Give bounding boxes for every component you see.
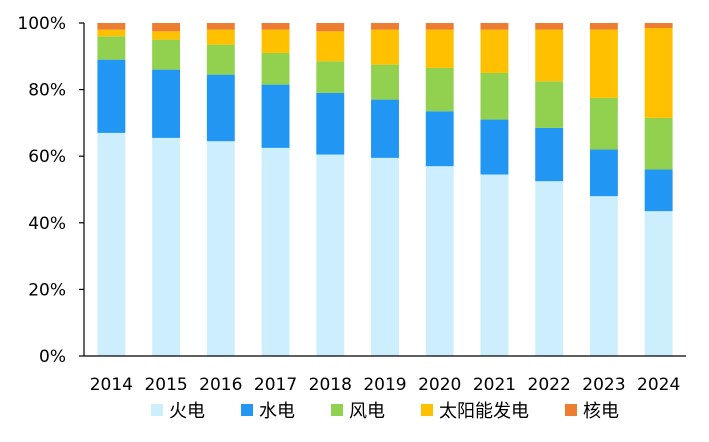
bar-segment-2021-series-1 bbox=[480, 119, 509, 175]
bar-segment-2018-series-0 bbox=[316, 154, 345, 356]
bar-segment-2020-series-4 bbox=[425, 23, 454, 30]
bar-segment-2022-series-3 bbox=[535, 29, 564, 82]
bar-segment-2017-series-0 bbox=[261, 147, 290, 357]
bar-segment-2020-series-1 bbox=[425, 111, 454, 167]
bar-segment-2018-series-4 bbox=[316, 23, 345, 32]
bar-segment-2014-series-2 bbox=[97, 36, 126, 60]
y-tick-label: 0% bbox=[39, 347, 66, 367]
bar-segment-2024-series-0 bbox=[644, 211, 673, 356]
bar-segment-2015-series-0 bbox=[152, 137, 181, 356]
bar-segment-2021-series-4 bbox=[480, 23, 509, 30]
legend-swatch bbox=[565, 404, 577, 416]
x-tick-label: 2021 bbox=[473, 375, 516, 395]
bar-segment-2024-series-1 bbox=[644, 169, 673, 212]
legend: 火电 水电 风电 太阳能发电 核电 bbox=[151, 401, 619, 422]
bar-segment-2016-series-2 bbox=[206, 44, 235, 75]
legend-label: 核电 bbox=[583, 401, 619, 422]
x-tick-label: 2014 bbox=[90, 375, 133, 395]
bar-segment-2019-series-1 bbox=[371, 99, 399, 158]
bar-segment-2015-series-4 bbox=[152, 23, 181, 32]
bar-segment-2024-series-3 bbox=[644, 28, 673, 118]
bar-segment-2019-series-0 bbox=[371, 157, 399, 356]
legend-swatch bbox=[331, 404, 343, 416]
bar-segment-2018-series-1 bbox=[316, 92, 345, 155]
bar-segment-2016-series-4 bbox=[206, 23, 235, 30]
y-tick-label: 60% bbox=[28, 147, 66, 167]
bar-segment-2015-series-1 bbox=[152, 69, 181, 138]
bar-segment-2022-series-4 bbox=[535, 23, 564, 30]
bar-segment-2018-series-2 bbox=[316, 61, 345, 93]
bar-segment-2017-series-3 bbox=[261, 29, 290, 53]
bar-segment-2014-series-3 bbox=[97, 29, 126, 37]
bar-segment-2018-series-3 bbox=[316, 31, 345, 62]
bar-segment-2019-series-2 bbox=[371, 64, 399, 100]
bar-segment-2023-series-0 bbox=[589, 196, 618, 356]
x-tick-label: 2022 bbox=[528, 375, 571, 395]
bar-segment-2023-series-3 bbox=[589, 29, 618, 98]
bar-segment-2023-series-1 bbox=[589, 149, 618, 197]
bar-segment-2016-series-0 bbox=[206, 141, 235, 356]
bar-segment-2019-series-4 bbox=[371, 23, 399, 30]
legend-swatch bbox=[151, 404, 163, 416]
legend-label: 火电 bbox=[169, 401, 205, 422]
x-tick-label: 2020 bbox=[418, 375, 461, 395]
bar-segment-2015-series-3 bbox=[152, 31, 181, 40]
bar-segment-2017-series-2 bbox=[261, 52, 290, 85]
x-tick-label: 2024 bbox=[637, 375, 680, 395]
bar-segment-2021-series-0 bbox=[480, 174, 509, 356]
legend-item-3: 太阳能发电 bbox=[421, 401, 529, 422]
bar-segment-2014-series-0 bbox=[97, 132, 126, 356]
bar-segment-2019-series-3 bbox=[371, 29, 399, 65]
bar-segment-2021-series-3 bbox=[480, 29, 509, 73]
bar-segment-2015-series-2 bbox=[152, 39, 181, 70]
bar-segment-2020-series-3 bbox=[425, 29, 454, 68]
bar-segment-2017-series-4 bbox=[261, 23, 290, 30]
legend-swatch bbox=[241, 404, 253, 416]
bar-segment-2020-series-2 bbox=[425, 67, 454, 112]
y-tick-label: 40% bbox=[28, 214, 66, 234]
legend-item-2: 风电 bbox=[331, 401, 385, 422]
bar-segment-2020-series-0 bbox=[425, 166, 454, 356]
y-tick-label: 80% bbox=[28, 81, 66, 101]
bar-segment-2022-series-0 bbox=[535, 181, 564, 356]
bar-segment-2017-series-1 bbox=[261, 84, 290, 148]
legend-label: 太阳能发电 bbox=[439, 401, 529, 422]
axes-layer: 2014 2015 2016 2017 2018 2019 2020 2021 2022 2023… bbox=[17, 14, 686, 395]
x-tick-label: 2023 bbox=[582, 375, 625, 395]
bar-segment-2024-series-2 bbox=[644, 117, 673, 170]
x-tick-label: 2019 bbox=[363, 375, 406, 395]
bar-segment-2023-series-4 bbox=[589, 23, 618, 30]
bar-segment-2024-series-4 bbox=[644, 23, 673, 28]
legend-item-0: 火电 bbox=[151, 401, 205, 422]
x-tick-label: 2018 bbox=[309, 375, 352, 395]
bar-segment-2014-series-1 bbox=[97, 59, 126, 133]
x-tick-label: 2016 bbox=[199, 375, 242, 395]
bar-segment-2016-series-3 bbox=[206, 29, 235, 45]
legend-label: 水电 bbox=[259, 401, 295, 422]
legend-swatch bbox=[421, 404, 433, 416]
bar-segment-2023-series-2 bbox=[589, 97, 618, 150]
legend-item-1: 水电 bbox=[241, 401, 295, 422]
x-tick-label: 2015 bbox=[144, 375, 187, 395]
bar-segment-2014-series-4 bbox=[97, 23, 126, 30]
y-tick-label: 20% bbox=[28, 280, 66, 300]
x-tick-label: 2017 bbox=[254, 375, 297, 395]
bar-segment-2022-series-2 bbox=[535, 81, 564, 128]
bar-segment-2016-series-1 bbox=[206, 74, 235, 142]
bar-segment-2021-series-2 bbox=[480, 72, 509, 120]
legend-label: 风电 bbox=[349, 401, 385, 422]
legend-item-4: 核电 bbox=[565, 401, 619, 422]
bar-segment-2022-series-1 bbox=[535, 127, 564, 182]
y-tick-label: 100% bbox=[17, 14, 66, 34]
bars-layer bbox=[97, 23, 673, 357]
